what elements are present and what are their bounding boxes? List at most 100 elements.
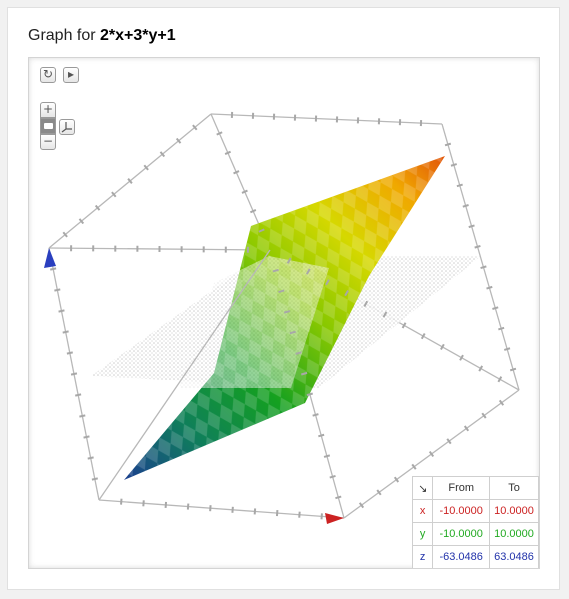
x-to-value[interactable]: 10.0000 bbox=[489, 499, 539, 523]
plane-overlay bbox=[179, 256, 329, 388]
tick-mark bbox=[192, 124, 198, 131]
tick-mark bbox=[75, 393, 82, 397]
range-row-y: y -10.0000 10.0000 bbox=[411, 522, 539, 546]
tick-mark bbox=[428, 450, 435, 458]
tick-mark bbox=[91, 477, 98, 481]
x-from-value[interactable]: -10.0000 bbox=[432, 499, 491, 523]
tick-mark bbox=[241, 189, 248, 194]
tick-mark bbox=[329, 475, 336, 479]
plot-viewport[interactable]: ↻ ▸ + − ↘ From To x -10.0000 bbox=[28, 57, 540, 569]
range-table: ↘ From To x -10.0000 10.0000 y -10.0000 … bbox=[411, 476, 539, 568]
tick-mark bbox=[481, 412, 487, 419]
tick-mark bbox=[79, 414, 86, 418]
tick-mark bbox=[463, 425, 470, 432]
tick-mark bbox=[325, 279, 330, 286]
tick-mark bbox=[54, 288, 61, 292]
tick-mark bbox=[509, 367, 517, 372]
tick-mark bbox=[462, 204, 469, 208]
tick-mark bbox=[444, 142, 452, 147]
reset-view-button[interactable]: ↻ bbox=[40, 67, 56, 83]
y-to-value[interactable]: 10.0000 bbox=[489, 522, 539, 546]
tick-mark bbox=[401, 322, 407, 329]
tick-mark bbox=[498, 326, 505, 331]
tick-mark bbox=[216, 131, 223, 136]
y-from-value[interactable]: -10.0000 bbox=[432, 522, 491, 546]
range-table-header: ↘ From To bbox=[411, 476, 539, 500]
zoom-out-button[interactable]: − bbox=[40, 134, 56, 150]
plot-3d[interactable] bbox=[29, 58, 539, 568]
play-button[interactable]: ▸ bbox=[63, 67, 79, 83]
arrow-icon: ↘ bbox=[411, 476, 434, 500]
tick-mark bbox=[456, 183, 463, 188]
camera-icon bbox=[43, 123, 53, 129]
axes-mode-button[interactable] bbox=[59, 119, 75, 135]
tick-mark bbox=[62, 231, 68, 238]
graph-card: Graph for 2*x+3*y+1 bbox=[7, 7, 560, 590]
title-expression: 2*x+3*y+1 bbox=[100, 27, 176, 44]
tick-mark bbox=[143, 164, 149, 171]
tick-mark bbox=[249, 209, 257, 214]
to-header: To bbox=[489, 476, 539, 500]
tick-mark bbox=[323, 454, 331, 458]
tick-mark bbox=[440, 343, 445, 351]
axis-label-z: z bbox=[411, 545, 434, 568]
tick-mark bbox=[94, 204, 101, 211]
tick-mark bbox=[111, 191, 117, 198]
tick-mark bbox=[224, 150, 232, 155]
tick-mark bbox=[478, 365, 484, 372]
tick-mark bbox=[300, 371, 308, 376]
tick-mark bbox=[376, 489, 382, 496]
tick-mark bbox=[363, 300, 369, 307]
tick-mark bbox=[278, 289, 285, 293]
tick-mark bbox=[497, 376, 503, 383]
x-axis-arrow bbox=[325, 513, 344, 524]
tick-mark bbox=[503, 347, 511, 351]
tick-mark bbox=[344, 289, 349, 297]
tick-mark bbox=[62, 330, 69, 334]
tick-mark bbox=[358, 502, 365, 509]
tick-mark bbox=[335, 495, 342, 500]
tick-mark bbox=[58, 309, 65, 313]
tick-mark bbox=[159, 151, 166, 158]
refresh-icon: ↻ bbox=[42, 67, 54, 81]
range-row-x: x -10.0000 10.0000 bbox=[411, 499, 539, 523]
tick-mark bbox=[70, 372, 78, 376]
tick-mark bbox=[393, 476, 400, 483]
camera-mode-button[interactable] bbox=[40, 118, 56, 134]
tick-mark bbox=[480, 265, 487, 270]
range-row-z: z -63.0486 63.0486 bbox=[411, 545, 539, 568]
tick-mark bbox=[295, 351, 302, 355]
tick-mark bbox=[87, 456, 94, 460]
tick-mark bbox=[272, 268, 279, 273]
tick-mark bbox=[486, 285, 493, 290]
axis-ticks bbox=[50, 111, 517, 520]
tick-mark bbox=[66, 351, 73, 355]
tick-mark bbox=[468, 224, 475, 229]
zoom-in-button[interactable]: + bbox=[40, 102, 56, 118]
tick-mark bbox=[289, 330, 296, 335]
tick-mark bbox=[446, 438, 452, 445]
tick-mark bbox=[233, 170, 240, 175]
tick-mark bbox=[450, 163, 458, 167]
z-from-value[interactable]: -63.0486 bbox=[432, 545, 491, 568]
tick-mark bbox=[420, 333, 426, 340]
tick-mark bbox=[83, 435, 90, 439]
tick-mark bbox=[312, 413, 319, 417]
tick-mark bbox=[411, 463, 417, 470]
tick-mark bbox=[283, 310, 291, 314]
tick-mark bbox=[459, 354, 464, 361]
tick-mark bbox=[286, 257, 292, 264]
axis-label-y: y bbox=[411, 522, 434, 546]
tick-mark bbox=[474, 244, 481, 249]
tick-mark bbox=[305, 268, 311, 275]
z-to-value[interactable]: 63.0486 bbox=[489, 545, 539, 568]
from-header: From bbox=[432, 476, 491, 500]
tick-mark bbox=[50, 267, 57, 271]
tick-mark bbox=[498, 399, 505, 406]
tick-mark bbox=[175, 137, 182, 144]
title-prefix: Graph for bbox=[28, 27, 101, 44]
tick-mark bbox=[127, 178, 133, 184]
zoom-controls: + − bbox=[40, 102, 56, 150]
play-icon: ▸ bbox=[67, 67, 75, 81]
axes-icon bbox=[61, 122, 72, 133]
